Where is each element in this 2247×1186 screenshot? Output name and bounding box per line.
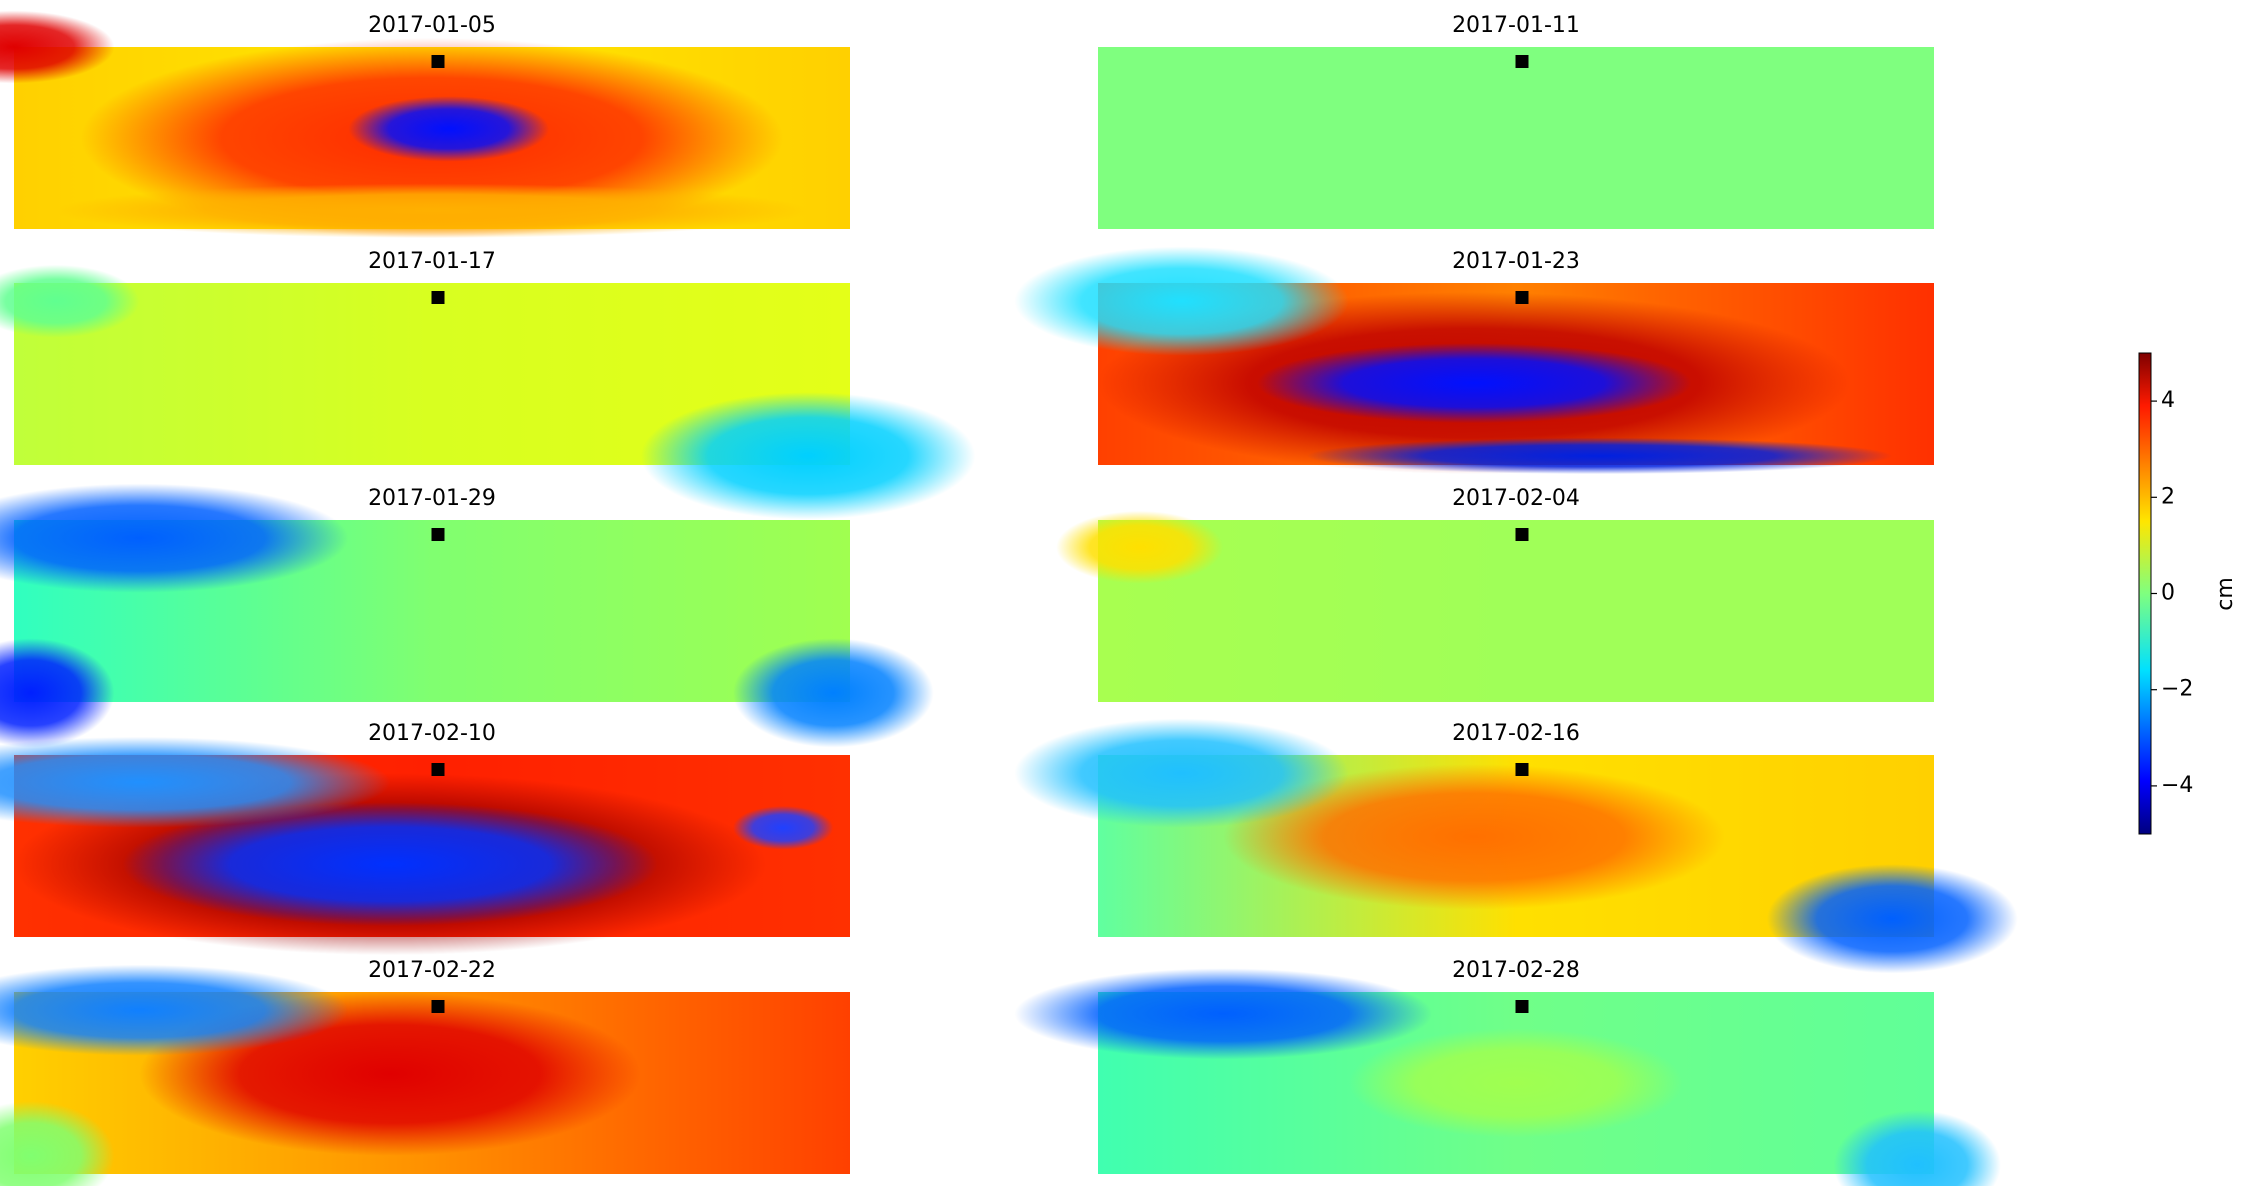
panel-feature xyxy=(0,10,115,84)
panel: 2017-01-17 xyxy=(0,249,976,520)
panel-feature xyxy=(732,638,934,748)
reference-marker xyxy=(431,55,445,68)
reference-marker xyxy=(1515,763,1529,776)
panel-title: 2017-01-11 xyxy=(1452,13,1580,38)
colorbar-tick-label: 2 xyxy=(2161,484,2175,509)
colorbar-tick-label: 4 xyxy=(2161,388,2175,413)
panel-title: 2017-02-10 xyxy=(368,721,496,746)
panel-title: 2017-02-16 xyxy=(1452,721,1580,746)
panel-feature xyxy=(0,264,140,338)
panel: 2017-01-29 xyxy=(0,483,934,748)
reference-marker xyxy=(1515,291,1529,304)
panel-feature xyxy=(1014,718,1349,828)
panel: 2017-01-23 xyxy=(1014,246,1934,475)
panel: 2017-02-04 xyxy=(1056,486,1934,702)
reference-marker xyxy=(1515,528,1529,541)
panel-feature xyxy=(1256,343,1692,424)
panel-feature xyxy=(0,964,349,1056)
reference-marker xyxy=(431,1000,445,1013)
panel-title: 2017-02-04 xyxy=(1452,486,1580,511)
reference-marker xyxy=(1515,55,1529,68)
panel-feature xyxy=(0,1101,115,1186)
panel-image xyxy=(1098,47,1934,229)
panel-feature xyxy=(0,736,391,828)
colorbar-tick-label: −4 xyxy=(2161,773,2193,798)
panel: 2017-01-11 xyxy=(1098,13,1934,229)
panel-title: 2017-02-28 xyxy=(1452,958,1580,983)
panel-feature xyxy=(1348,1028,1684,1138)
panel-feature xyxy=(1223,764,1725,910)
panel-feature xyxy=(1766,864,2018,974)
panel-feature xyxy=(0,638,115,748)
colorbar-tick-label: −2 xyxy=(2161,677,2193,702)
panel-title: 2017-01-29 xyxy=(368,486,496,511)
colorbar xyxy=(2138,352,2152,835)
reference-marker xyxy=(431,528,445,541)
panel-feature xyxy=(1307,437,1893,475)
panel: 2017-02-28 xyxy=(1014,958,2001,1186)
panel-feature xyxy=(1056,510,1224,584)
reference-marker xyxy=(1515,1000,1529,1013)
colorbar-tick-label: 0 xyxy=(2161,581,2175,606)
panel-feature xyxy=(55,183,809,239)
panel-feature xyxy=(1833,1110,2001,1186)
colorbar-label: cm xyxy=(2213,577,2238,611)
panel-image xyxy=(1098,520,1934,702)
panel-feature xyxy=(641,392,976,520)
panel-feature xyxy=(122,802,658,927)
reference-marker xyxy=(431,291,445,304)
panel-feature xyxy=(732,805,834,850)
panel-title: 2017-01-17 xyxy=(368,249,496,274)
panel: 2017-02-16 xyxy=(1014,718,2018,974)
panel-feature xyxy=(1014,246,1349,356)
panel-title: 2017-01-23 xyxy=(1452,249,1580,274)
panel-feature xyxy=(1014,968,1433,1060)
panel: 2017-01-05 xyxy=(0,10,850,239)
panel-feature xyxy=(0,483,349,593)
panel-title: 2017-02-22 xyxy=(368,958,496,983)
reference-marker xyxy=(431,763,445,776)
panel: 2017-02-10 xyxy=(0,721,850,956)
panel-title: 2017-01-05 xyxy=(368,13,496,38)
panel: 2017-02-22 xyxy=(0,958,850,1186)
panel-feature xyxy=(348,96,550,162)
